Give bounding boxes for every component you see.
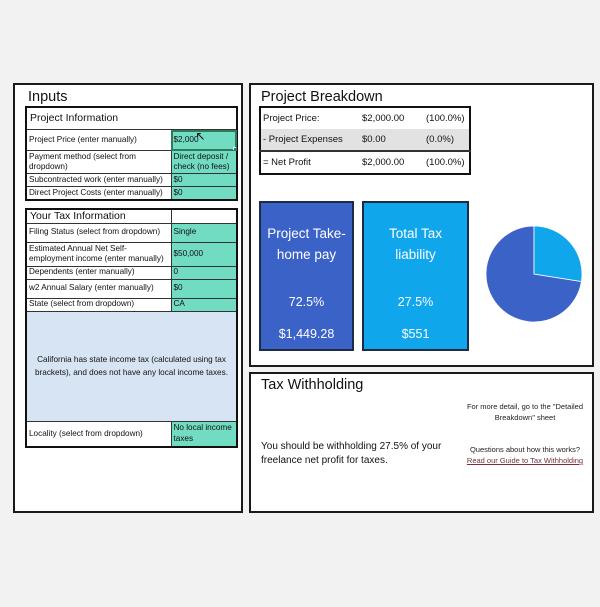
net-self-employment-income-label: Estimated Annual Net Self-employment inc…: [25, 241, 172, 267]
breakdown-percent: (100.0%): [424, 150, 470, 174]
project-price-value: $2,000: [173, 134, 199, 144]
breakdown-row-price: Project Price: $2,000.00 (100.0%): [260, 107, 470, 129]
breakdown-label: = Net Profit: [260, 150, 360, 174]
breakdown-row-expenses: - Project Expenses $0.00 (0.0%): [260, 129, 470, 151]
project-price-label: Project Price (enter manually): [25, 129, 172, 151]
tax-liability-card: Total Tax liability 27.5% $551: [362, 201, 469, 351]
net-self-employment-income-cell[interactable]: $50,000: [170, 241, 238, 267]
w2-salary-label: w2 Annual Salary (enter manually): [25, 278, 172, 299]
questions-text: Questions about how this works?: [469, 445, 581, 454]
breakdown-table: Project Price: $2,000.00 (100.0%) - Proj…: [259, 106, 471, 175]
questions-block: Questions about how this works? Read our…: [464, 444, 586, 466]
tax-liability-amount: $551: [401, 327, 430, 341]
w2-salary-cell[interactable]: $0: [170, 278, 238, 299]
state-label: State (select from dropdown): [25, 297, 172, 312]
tax-withholding-title: Tax Withholding: [261, 377, 364, 393]
pie-slice-tax: [533, 225, 583, 282]
breakdown-amount: $2,000.00: [360, 150, 424, 174]
tax-liability-title: Total Tax liability: [388, 226, 443, 262]
breakdown-label: Project Price:: [263, 113, 320, 124]
mouse-pointer-icon: ↖: [195, 129, 206, 143]
state-cell[interactable]: CA: [170, 297, 238, 312]
dependents-cell[interactable]: 0: [170, 265, 238, 280]
tax-liability-percent: 27.5%: [397, 295, 434, 309]
breakdown-amount: $2,000.00: [362, 113, 405, 124]
subcontracted-work-label: Subcontracted work (enter manually): [25, 173, 172, 187]
fill-handle[interactable]: [233, 147, 236, 150]
tax-information-table: Your Tax Information Filing Status (sele…: [25, 208, 238, 448]
dependents-label: Dependents (enter manually): [25, 265, 172, 280]
subcontracted-work-cell[interactable]: $0: [170, 173, 238, 187]
state-tax-note: California has state income tax (calcula…: [25, 310, 238, 422]
takehome-amount: $1,449.28: [278, 327, 335, 341]
payment-method-label: Payment method (select from dropdown): [25, 150, 172, 174]
filing-status-label: Filing Status (select from dropdown): [25, 222, 172, 243]
locality-label: Locality (select from dropdown): [25, 420, 172, 448]
inputs-title: Inputs: [28, 89, 68, 105]
direct-project-costs-cell[interactable]: $0: [170, 186, 238, 200]
takehome-vs-tax-pie-chart: [485, 225, 583, 323]
tax-information-header: Your Tax Information: [25, 208, 172, 224]
breakdown-label: - Project Expenses: [260, 129, 360, 151]
project-price-cell[interactable]: $2,000 ↖: [170, 129, 238, 151]
payment-method-cell[interactable]: Direct deposit / check (no fees): [170, 150, 238, 174]
direct-project-costs-label: Direct Project Costs (enter manually): [25, 186, 172, 200]
detailed-breakdown-note: For more detail, go to the "Detailed Bre…: [466, 402, 584, 422]
withholding-message: You should be withholding 27.5% of your …: [261, 441, 442, 466]
project-breakdown-title: Project Breakdown: [261, 89, 383, 105]
tax-information-header-blank: [170, 208, 238, 224]
breakdown-row-net-profit: = Net Profit $2,000.00 (100.0%): [260, 150, 470, 174]
tax-withholding-guide-link[interactable]: Read our Guide to Tax Withholding: [466, 456, 584, 465]
breakdown-percent: (100.0%): [426, 113, 465, 124]
project-breakdown-panel: Project Breakdown Project Price: $2,000.…: [249, 83, 594, 367]
filing-status-cell[interactable]: Single: [170, 222, 238, 243]
takehome-pay-card: Project Take-home pay 72.5% $1,449.28: [259, 201, 354, 351]
breakdown-percent: (0.0%): [424, 129, 470, 151]
tax-withholding-panel: Tax Withholding You should be withholdin…: [249, 372, 594, 513]
locality-cell[interactable]: No local income taxes: [170, 420, 238, 448]
takehome-title: Project Take-home pay: [267, 226, 346, 262]
breakdown-amount: $0.00: [360, 129, 424, 151]
takehome-percent: 72.5%: [288, 295, 325, 309]
project-information-header: Project Information: [25, 106, 238, 130]
project-information-table: Project Information Project Price (enter…: [25, 106, 238, 201]
inputs-panel: Inputs Project Information Project Price…: [13, 83, 243, 513]
